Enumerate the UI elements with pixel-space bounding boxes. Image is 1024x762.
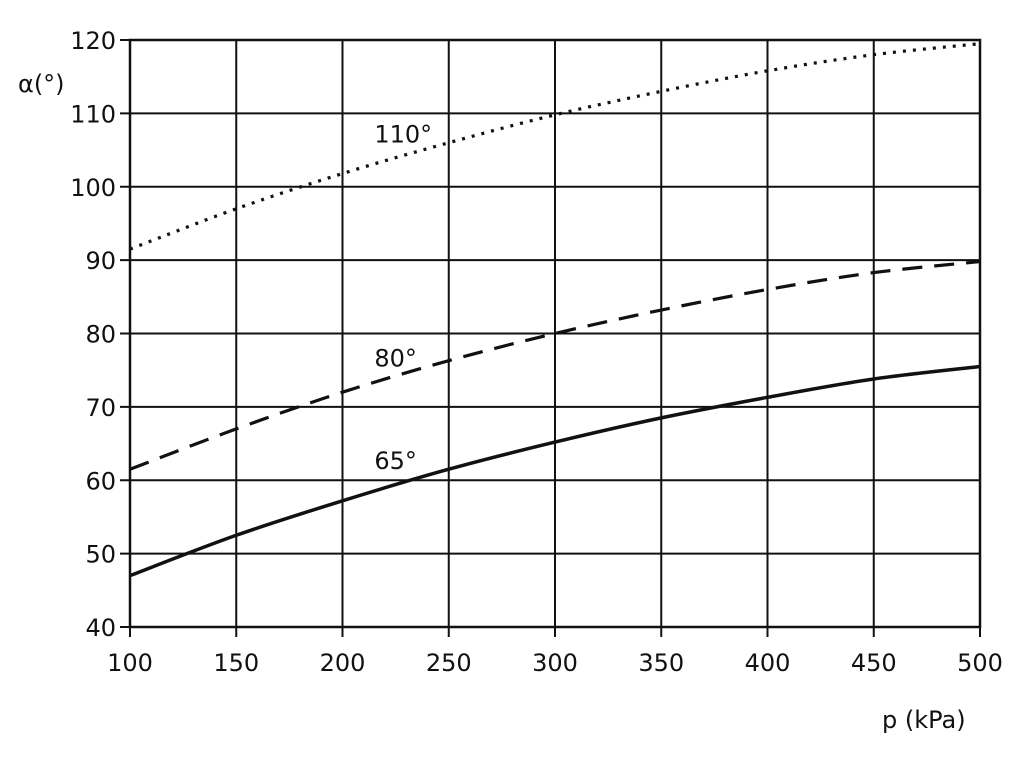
y-tick-label: 90 [85,247,116,275]
x-tick-label: 150 [213,649,259,677]
x-tick-label: 300 [532,649,578,677]
x-tick-label: 100 [107,649,153,677]
x-tick-label: 400 [745,649,791,677]
y-tick-label: 60 [85,467,116,495]
grid [120,38,982,637]
x-tick-label: 350 [638,649,684,677]
y-tick-label: 50 [85,541,116,569]
x-axis-label: p (kPa) [882,706,966,734]
y-tick-label: 110 [70,100,116,128]
series-label-80: 80° [374,345,417,373]
series-label-110: 110° [374,121,432,149]
y-tick-label: 120 [70,27,116,55]
x-tick-label: 250 [426,649,472,677]
x-tick-label: 200 [320,649,366,677]
y-tick-label: 70 [85,394,116,422]
series-line-65 [129,364,981,578]
x-tick-label: 450 [851,649,897,677]
y-tick-label: 100 [70,174,116,202]
plot-frame [128,38,982,629]
y-axis-label: α(°) [18,70,65,98]
series-label-65: 65° [374,447,417,475]
series-line-80 [129,260,981,471]
x-tick-label: 500 [957,649,1003,677]
series-lines: 110° 80° 65° [129,42,981,578]
y-tick-label: 40 [85,614,116,642]
tick-labels: 100 150 200 250 300 350 400 450 500 40 50 60 70 80 90 1… [70,27,1003,677]
y-tick-label: 80 [85,321,116,349]
